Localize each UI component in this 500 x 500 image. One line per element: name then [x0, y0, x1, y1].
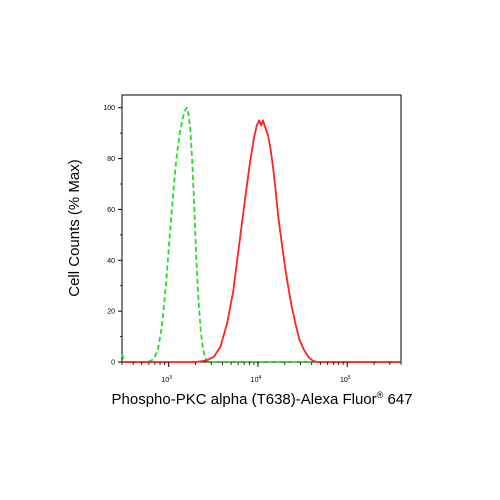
x-axis-title-main: Phospho-PKC alpha (T638)-Alexa Fluor [112, 391, 377, 408]
x-tick-label: 103 [161, 375, 172, 384]
y-tick-label: 100 [103, 105, 115, 112]
x-axis-title: Phospho-PKC alpha (T638)-Alexa Fluor® 64… [112, 390, 413, 408]
x-axis-ticks: 103 104 105 [121, 362, 402, 384]
x-axis-title-tail: 647 [383, 391, 412, 408]
x-axis-title-registered-mark: ® [377, 390, 384, 400]
y-tick-label: 40 [107, 258, 115, 265]
x-tick-label: 104 [251, 375, 262, 384]
y-tick-label: 20 [107, 309, 115, 316]
plot-frame [121, 94, 402, 363]
series-layer [121, 106, 401, 363]
y-tick-label: 0 [111, 360, 115, 367]
series-line-0 [121, 106, 401, 363]
y-axis-ticks: 0 20 40 60 80 100 [103, 105, 122, 367]
series-line-1 [122, 119, 401, 363]
x-tick-label: 105 [340, 375, 351, 384]
y-tick-label: 60 [107, 207, 115, 214]
y-tick-label: 80 [107, 156, 115, 163]
y-axis-title: Cell Counts (% Max) [66, 159, 83, 297]
